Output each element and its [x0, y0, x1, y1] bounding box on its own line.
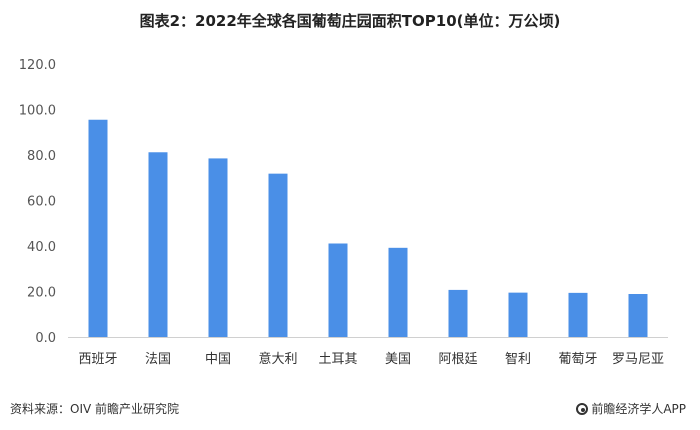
brand-label: 前瞻经济学人APP: [591, 402, 686, 416]
x-tick-label: 阿根廷: [438, 352, 477, 367]
x-tick-label: 美国: [385, 352, 411, 367]
x-axis: 西班牙 法国 中国 意大利 土耳其 美国 阿根廷 智利 葡萄牙 罗马尼亚: [78, 351, 664, 367]
x-tick-label: 意大利: [258, 351, 297, 367]
bar: [388, 247, 408, 337]
x-tick-label: 罗马尼亚: [612, 352, 664, 367]
chart-title: 图表2：2022年全球各国葡萄庄园面积TOP10(单位：万公顷): [139, 12, 561, 30]
source-note: 资料来源：OIV 前瞻产业研究院: [10, 402, 180, 416]
bar: [88, 119, 108, 337]
qianzhan-logo-icon: [576, 402, 589, 415]
x-tick-label: 中国: [205, 352, 231, 367]
bar: [508, 292, 528, 337]
bar: [328, 243, 348, 337]
y-tick-label: 40.0: [27, 240, 56, 255]
bar: [268, 173, 288, 337]
x-tick-label: 智利: [505, 352, 531, 367]
y-tick-label: 100.0: [19, 104, 56, 119]
x-tick-label: 葡萄牙: [558, 352, 597, 367]
x-tick-label: 法国: [145, 352, 171, 367]
bars: [88, 119, 648, 337]
bar: [208, 158, 228, 337]
y-tick-label: 80.0: [27, 149, 56, 164]
bar: [568, 292, 588, 337]
brand-credit: 前瞻经济学人APP: [576, 400, 686, 417]
bar: [448, 289, 468, 337]
y-tick-label: 60.0: [27, 195, 56, 210]
y-tick-label: 0.0: [35, 331, 56, 346]
y-axis: 0.0 20.0 40.0 60.0 80.0 100.0 120.0: [19, 58, 668, 346]
y-tick-label: 120.0: [19, 58, 56, 73]
x-tick-label: 西班牙: [78, 352, 117, 367]
x-tick-label: 土耳其: [318, 352, 357, 367]
bar: [628, 294, 648, 337]
y-tick-label: 20.0: [27, 286, 56, 301]
bar: [148, 152, 168, 337]
